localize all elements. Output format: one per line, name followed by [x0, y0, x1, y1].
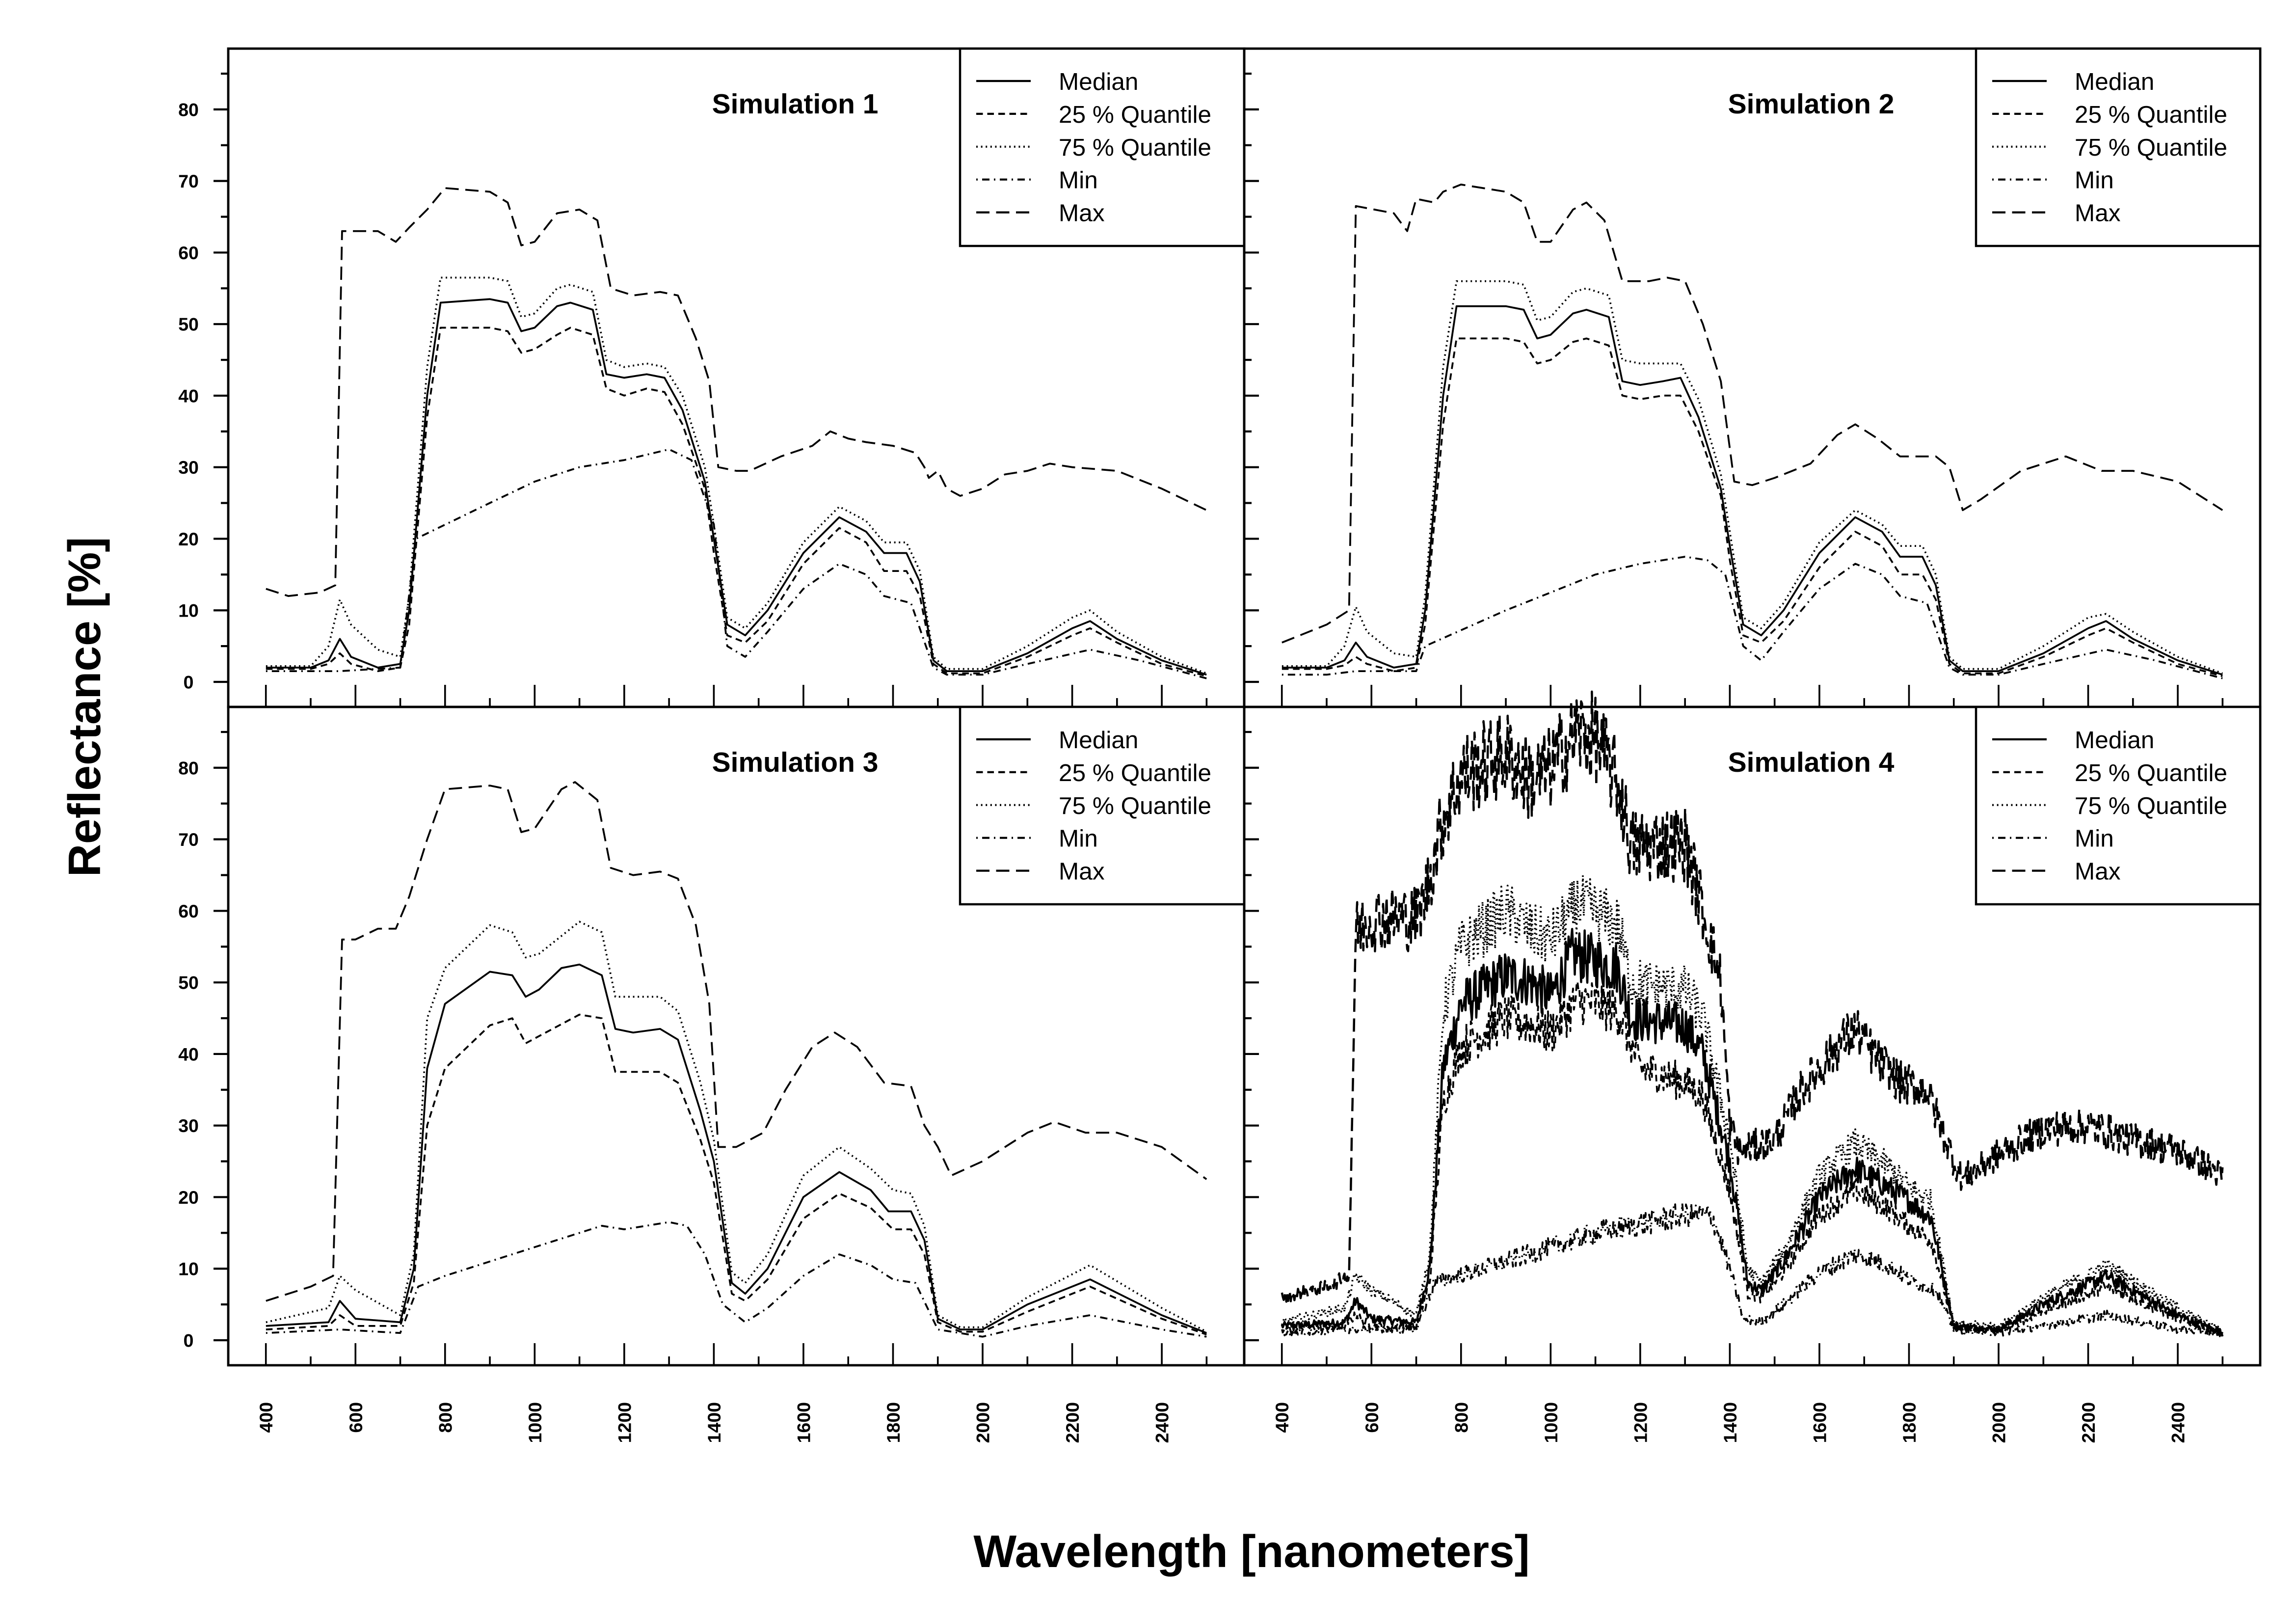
x-tick-label: 1400 — [1720, 1402, 1740, 1443]
x-tick-label: 400 — [256, 1402, 276, 1433]
panel-title: Simulation 4 — [1728, 747, 1895, 778]
legend-label: Min — [1059, 167, 1098, 194]
y-tick-label: 70 — [178, 829, 199, 850]
series-line-min — [1281, 1202, 2223, 1337]
series-line-75-quantile — [1281, 280, 2223, 675]
legend-label: 25 % Quantile — [2075, 101, 2227, 128]
y-tick-label: 80 — [178, 757, 199, 778]
x-tick-label: 400 — [1272, 1402, 1292, 1433]
series-line-min — [1281, 556, 2223, 679]
x-tick-label: 1600 — [1809, 1402, 1830, 1443]
legend-label: Max — [1059, 200, 1105, 227]
legend-label: Median — [1059, 727, 1138, 754]
y-tick-label: 40 — [178, 1044, 199, 1064]
y-tick-label: 10 — [178, 1259, 199, 1279]
legend: Median 25 % Quantile 75 % Quantile Min Max — [1975, 705, 2262, 906]
panel-4: 400 600 800 1000 1200 1400 1600 1800 2000 2200 240… — [1243, 690, 2262, 1443]
legend-label: Median — [2075, 68, 2154, 95]
legend-label: 25 % Quantile — [2075, 759, 2227, 786]
x-tick-label: 1800 — [883, 1402, 904, 1443]
y-tick-label: 10 — [178, 600, 199, 621]
series-line-25-quantile — [1281, 980, 2224, 1337]
y-tick-label: 20 — [178, 529, 199, 549]
x-tick-label: 1000 — [1541, 1402, 1561, 1443]
panel-2: Simulation 2 Median 25 % Quantile 75 % Quan… — [1243, 47, 2262, 708]
x-tick-label: 1200 — [1630, 1402, 1651, 1443]
x-tick-label: 600 — [346, 1402, 366, 1433]
y-tick-label: 0 — [184, 672, 194, 692]
legend-label: 75 % Quantile — [1059, 134, 1211, 161]
y-tick-label: 0 — [184, 1330, 194, 1351]
x-tick-label: 1600 — [793, 1402, 814, 1443]
x-tick-label: 600 — [1362, 1402, 1382, 1433]
legend: Median 25 % Quantile 75 % Quantile Min Max — [959, 705, 1246, 906]
series-line-median — [1281, 305, 2223, 676]
series-line-25-quantile — [266, 326, 1207, 677]
series-line-max — [266, 781, 1207, 1302]
legend-label: Max — [1059, 858, 1105, 885]
panel-1: 0 10 20 30 40 50 60 70 80 Simulation 1 Median 25 % … — [178, 47, 1246, 708]
x-axis-label: Wavelength [nanometers] — [973, 1526, 1529, 1577]
y-tick-label: 20 — [178, 1187, 199, 1208]
panel-3: 0 10 20 30 40 50 60 70 80 400 600 800 1000 1200 1400 16… — [178, 705, 1246, 1443]
y-tick-label: 50 — [178, 973, 199, 993]
series-line-max — [266, 187, 1207, 597]
series-line-25-quantile — [1281, 337, 2223, 677]
series-line-25-quantile — [266, 1013, 1207, 1336]
x-tick-label: 800 — [1451, 1402, 1471, 1433]
legend-label: 25 % Quantile — [1059, 101, 1211, 128]
legend: Median 25 % Quantile 75 % Quantile Min Max — [959, 47, 1246, 247]
y-tick-label: 80 — [178, 99, 199, 120]
legend-label: Min — [1059, 825, 1098, 852]
legend-label: 75 % Quantile — [2075, 792, 2227, 819]
series-line-median — [266, 298, 1207, 676]
x-tick-label: 2000 — [973, 1402, 993, 1443]
series-line-min — [266, 448, 1207, 679]
legend-label: Min — [2075, 167, 2114, 194]
x-tick-label: 2200 — [1062, 1402, 1083, 1443]
legend-label: Max — [2075, 200, 2121, 227]
series-line-median — [266, 963, 1207, 1334]
y-tick-label: 60 — [178, 243, 199, 263]
series-line-min — [266, 1221, 1207, 1338]
y-axis-label: Reflectance [%] — [59, 537, 110, 877]
y-tick-label: 40 — [178, 385, 199, 406]
x-tick-label: 2200 — [2078, 1402, 2099, 1443]
x-tick-label: 2000 — [1989, 1402, 2009, 1443]
legend-label: Median — [2075, 727, 2154, 754]
x-tick-label: 800 — [435, 1402, 455, 1433]
panel-title: Simulation 3 — [712, 747, 879, 778]
x-tick-label: 1200 — [614, 1402, 635, 1443]
y-tick-label: 30 — [178, 457, 199, 478]
legend-label: 75 % Quantile — [2075, 134, 2227, 161]
x-tick-label: 1400 — [704, 1402, 724, 1443]
legend-label: 75 % Quantile — [1059, 792, 1211, 819]
plot-frame — [1243, 705, 2262, 1367]
series-line-max — [1281, 184, 2223, 644]
series-line-max — [1281, 690, 2224, 1303]
legend-label: 25 % Quantile — [1059, 759, 1211, 786]
legend-label: Max — [2075, 858, 2121, 885]
y-tick-label: 70 — [178, 171, 199, 191]
panels: 0 10 20 30 40 50 60 70 80 Simulation 1 Median 25 % … — [178, 47, 2262, 1443]
y-tick-label: 50 — [178, 314, 199, 335]
legend-label: Median — [1059, 68, 1138, 95]
x-tick-label: 1000 — [525, 1402, 545, 1443]
y-tick-label: 60 — [178, 901, 199, 921]
x-tick-label: 2400 — [1152, 1402, 1173, 1443]
x-tick-label: 1800 — [1899, 1402, 1920, 1443]
x-tick-label: 2400 — [2168, 1402, 2189, 1443]
legend-label: Min — [2075, 825, 2114, 852]
panel-title: Simulation 1 — [712, 88, 879, 120]
panel-title: Simulation 2 — [1728, 88, 1895, 120]
y-tick-label: 30 — [178, 1115, 199, 1136]
legend: Median 25 % Quantile 75 % Quantile Min Max — [1975, 47, 2262, 247]
